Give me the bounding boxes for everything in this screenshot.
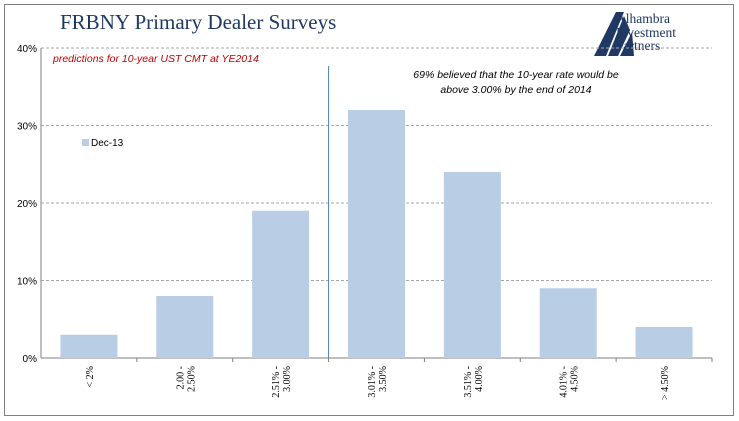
bar xyxy=(539,288,597,358)
bar xyxy=(635,327,693,358)
legend-swatch xyxy=(82,139,89,146)
bar xyxy=(60,334,118,358)
bar xyxy=(443,172,501,358)
logo-text: Alhambra Investment Partners xyxy=(616,12,676,53)
bar xyxy=(156,296,214,358)
x-tick-label: 2.00 - xyxy=(175,366,186,389)
x-tick-label: 3.51% - xyxy=(463,366,474,398)
y-tick-label: 30% xyxy=(17,122,37,133)
x-tick-label: 3.00% xyxy=(282,366,293,392)
x-tick-label: < 2% xyxy=(85,366,96,387)
annotation-text: above 3.00% by the end of 2014 xyxy=(440,84,591,96)
chart-subtitle: predictions for 10-year UST CMT at YE201… xyxy=(52,53,259,65)
x-tick-label: 4.01% - xyxy=(559,366,570,398)
legend-label: Dec-13 xyxy=(91,138,124,149)
x-tick-label: 3.50% xyxy=(378,366,389,392)
annotation-text: 69% believed that the 10-year rate would… xyxy=(413,69,619,81)
logo-line-3: Partners xyxy=(616,38,661,53)
page-title: FRBNY Primary Dealer Surveys xyxy=(60,10,337,34)
x-tick-label: 2.51% - xyxy=(271,366,282,398)
y-tick-label: 0% xyxy=(23,354,38,365)
bar xyxy=(252,210,310,358)
x-tick-label: 4.50% xyxy=(570,366,581,392)
y-tick-label: 20% xyxy=(17,199,37,210)
logo-line-1: Alhambra xyxy=(616,11,670,26)
x-tick-label: 3.01% - xyxy=(367,366,378,398)
x-tick-label: 4.00% xyxy=(474,366,485,392)
y-tick-label: 10% xyxy=(17,277,37,288)
x-tick-label: 2.50% xyxy=(186,366,197,392)
y-tick-label: 40% xyxy=(17,44,37,55)
x-tick-label: > 4.50% xyxy=(660,366,671,400)
bar xyxy=(348,110,405,358)
logo-icon xyxy=(594,12,634,56)
logo-line-2: Investment xyxy=(616,24,676,40)
